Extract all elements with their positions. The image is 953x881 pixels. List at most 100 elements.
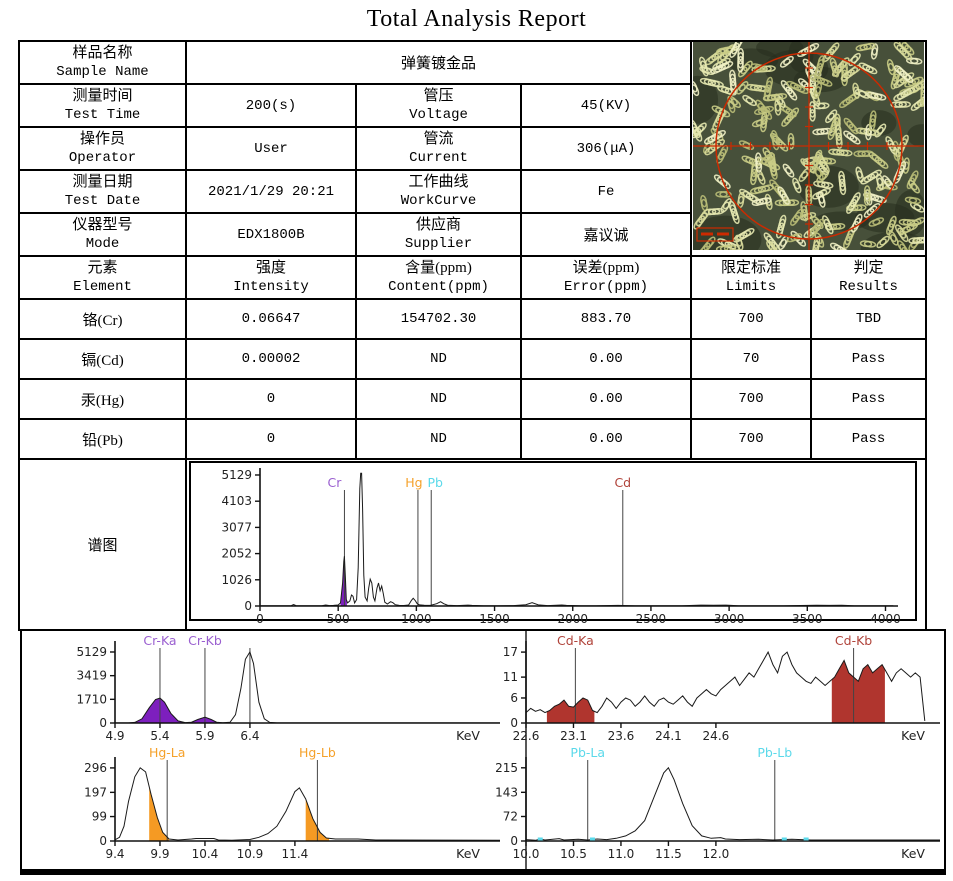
- svg-text:KeV: KeV: [456, 846, 480, 861]
- table-row: 样品名称 Sample Name 弹簧镀金品: [18, 35, 937, 266]
- info-value-test-time: 200(s): [185, 83, 357, 128]
- info-value-test-date: 2021/1/29 20:21: [185, 169, 357, 214]
- svg-text:5.9: 5.9: [195, 729, 214, 743]
- svg-text:23.1: 23.1: [560, 729, 587, 743]
- table-row: 测量时间 Test Time 200(s) 管压 Voltage 45(KV): [18, 83, 926, 128]
- svg-text:24.1: 24.1: [655, 729, 682, 743]
- report-table: 样品名称 Sample Name 弹簧镀金品 测量时间 Test Time 200(…: [18, 35, 937, 631]
- col-header-intensity: 强度 Intensity: [185, 255, 357, 300]
- svg-text:10.9: 10.9: [237, 847, 264, 861]
- cell-content: 154702.30: [355, 298, 522, 340]
- info-label-mode: 仪器型号 Mode: [18, 212, 187, 257]
- svg-text:Cr: Cr: [328, 475, 343, 490]
- svg-text:0: 0: [510, 716, 518, 730]
- svg-text:24.6: 24.6: [703, 729, 730, 743]
- col-header-limits: 限定标准 Limits: [690, 255, 812, 300]
- sample-photo: [676, 35, 937, 266]
- svg-text:Cr-Kb: Cr-Kb: [188, 633, 222, 648]
- svg-text:143: 143: [495, 785, 518, 799]
- cell-intensity: 0: [185, 378, 357, 420]
- cell-intensity: 0.00002: [185, 338, 357, 380]
- cell-limit: 700: [690, 298, 812, 340]
- cell-error: 0.00: [520, 418, 692, 460]
- svg-text:Hg: Hg: [405, 475, 422, 490]
- svg-text:Cd-Ka: Cd-Ka: [557, 633, 594, 648]
- cell-error: 883.70: [520, 298, 692, 340]
- cell-content: ND: [355, 418, 522, 460]
- svg-text:10.0: 10.0: [513, 847, 540, 861]
- cell-result: Pass: [810, 418, 927, 460]
- cell-intensity: 0.06647: [185, 298, 357, 340]
- col-header-element: 元素 Element: [18, 255, 187, 300]
- svg-text:23.6: 23.6: [608, 729, 635, 743]
- cell-error: 0.00: [520, 338, 692, 380]
- svg-text:500: 500: [327, 612, 350, 624]
- svg-text:4000: 4000: [870, 612, 901, 624]
- info-label-current: 管流 Current: [355, 126, 522, 171]
- svg-text:11.4: 11.4: [282, 847, 309, 861]
- svg-text:3000: 3000: [714, 612, 745, 624]
- svg-text:9.4: 9.4: [105, 847, 124, 861]
- svg-text:72: 72: [503, 809, 518, 823]
- info-label-voltage: 管压 Voltage: [355, 83, 522, 128]
- page-title: Total Analysis Report: [366, 6, 587, 32]
- svg-text:6.4: 6.4: [240, 729, 259, 743]
- svg-text:1710: 1710: [76, 692, 107, 706]
- info-value-voltage: 45(KV): [520, 83, 692, 128]
- svg-text:Cr-Ka: Cr-Ka: [143, 633, 176, 648]
- svg-text:Hg-Lb: Hg-Lb: [299, 745, 336, 760]
- col-header-content: 含量(ppm) Content(ppm): [355, 255, 522, 300]
- svg-text:0: 0: [256, 612, 264, 624]
- svg-text:3077: 3077: [221, 520, 252, 534]
- col-header-error: 误差(ppm) Error(ppm): [520, 255, 692, 300]
- svg-text:KeV: KeV: [901, 728, 925, 743]
- svg-text:99: 99: [92, 810, 107, 824]
- info-label-supplier: 供应商 Supplier: [355, 212, 522, 257]
- info-value-sample-name: 弹簧镀金品: [185, 40, 692, 85]
- table-row: 操作员 Operator User 管流 Current 306(μA): [18, 126, 926, 171]
- svg-text:0: 0: [99, 834, 107, 848]
- sample-photo-cell: [676, 35, 937, 266]
- svg-text:17: 17: [503, 645, 518, 659]
- svg-text:4.9: 4.9: [105, 729, 124, 743]
- info-label-test-time: 测量时间 Test Time: [18, 83, 187, 128]
- svg-text:Pb: Pb: [427, 475, 443, 490]
- svg-text:5129: 5129: [76, 645, 107, 659]
- col-header-results: 判定 Results: [810, 255, 927, 300]
- svg-text:0: 0: [510, 834, 518, 848]
- cell-element: 镉(Cd): [18, 338, 187, 380]
- main-spectrum-chart: Cr Hg Pb Cd 0 1026 2052 3077 4103 5129 0 500 1000 150…: [189, 461, 917, 626]
- info-label-sample-name: 样品名称 Sample Name: [18, 40, 187, 85]
- svg-text:0: 0: [99, 716, 107, 730]
- svg-text:296: 296: [84, 761, 107, 775]
- svg-text:2500: 2500: [636, 612, 667, 624]
- svg-text:6: 6: [510, 691, 518, 705]
- table-row: 仪器型号 Mode EDX1800B 供应商 Supplier 嘉议诚: [18, 212, 926, 257]
- svg-text:10.5: 10.5: [560, 847, 587, 861]
- cell-result: Pass: [810, 378, 927, 420]
- svg-text:1026: 1026: [221, 573, 252, 587]
- element-row-cr: 铬(Cr) 0.06647 154702.30 883.70 700 TBD: [18, 298, 927, 340]
- svg-text:Hg-La: Hg-La: [149, 745, 185, 760]
- svg-text:Cd: Cd: [614, 475, 631, 490]
- spectrum-label: 谱图: [18, 458, 187, 631]
- spectrum-chart-cell: Cr Hg Pb Cd 0 1026 2052 3077 4103 5129 0 500 1000 150…: [185, 458, 927, 631]
- cell-content: ND: [355, 378, 522, 420]
- svg-text:22.6: 22.6: [513, 729, 540, 743]
- element-row-cd: 镉(Cd) 0.00002 ND 0.00 70 Pass: [18, 338, 927, 380]
- info-label-test-date: 测量日期 Test Date: [18, 169, 187, 214]
- svg-text:Pb-Lb: Pb-Lb: [757, 745, 792, 760]
- cell-result: Pass: [810, 338, 927, 380]
- table-row: 测量日期 Test Date 2021/1/29 20:21 工作曲线 WorkCu…: [18, 169, 926, 214]
- detail-charts-panel: Cr-Ka Cr-Kb 0 1710 3419 5129 4.9 5.4 5.9 6.4 KeV Cd…: [20, 629, 946, 880]
- svg-text:0: 0: [244, 599, 252, 613]
- svg-text:2000: 2000: [557, 612, 588, 624]
- svg-text:1000: 1000: [401, 612, 432, 624]
- svg-text:Pb-La: Pb-La: [570, 745, 605, 760]
- svg-text:KeV: KeV: [456, 728, 480, 743]
- info-value-supplier: 嘉议诚: [520, 212, 692, 257]
- svg-text:5.4: 5.4: [150, 729, 169, 743]
- element-row-hg: 汞(Hg) 0 ND 0.00 700 Pass: [18, 378, 927, 420]
- svg-text:11: 11: [503, 670, 518, 684]
